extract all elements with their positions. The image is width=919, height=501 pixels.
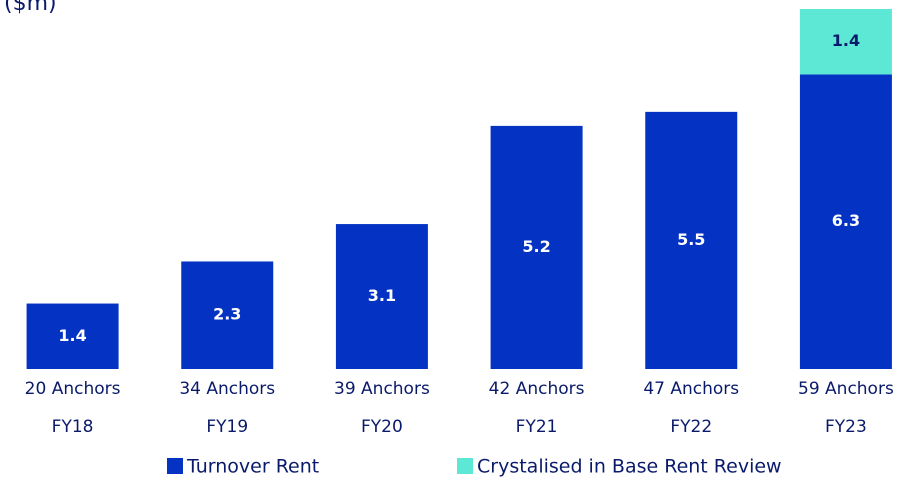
x-tick-label: FY19: [206, 417, 248, 437]
anchor-label: 34 Anchors: [179, 379, 275, 399]
bar-segment: [799, 74, 892, 370]
anchor-label: 59 Anchors: [798, 379, 894, 399]
x-tick-label: FY18: [52, 417, 94, 437]
legend-label: Crystalised in Base Rent Review: [477, 456, 782, 478]
value-label: 6.3: [832, 211, 860, 230]
anchor-label: 42 Anchors: [489, 379, 585, 399]
anchor-label: 20 Anchors: [25, 379, 121, 399]
value-label: 5.5: [677, 230, 705, 249]
legend-swatch: [457, 458, 473, 474]
legend-swatch: [167, 458, 183, 474]
chart-title: ($m): [4, 0, 57, 16]
bar-segment: [490, 125, 583, 369]
x-tick-label: FY22: [670, 417, 712, 437]
value-label: 5.2: [522, 237, 550, 256]
x-tick-label: FY21: [516, 417, 558, 437]
value-label: 3.1: [368, 286, 396, 305]
legend-label: Turnover Rent: [186, 456, 319, 478]
bar-segment: [26, 303, 119, 369]
value-label: 1.4: [832, 31, 860, 50]
value-label: 2.3: [213, 305, 241, 324]
anchor-label: 39 Anchors: [334, 379, 430, 399]
bar-segment: [799, 9, 892, 75]
bar-segment: [181, 261, 274, 369]
bar-segment: [335, 224, 428, 369]
anchor-label: 47 Anchors: [643, 379, 739, 399]
bar-segment: [645, 111, 738, 369]
x-tick-label: FY20: [361, 417, 403, 437]
x-tick-label: FY23: [825, 417, 867, 437]
value-label: 1.4: [58, 326, 86, 345]
